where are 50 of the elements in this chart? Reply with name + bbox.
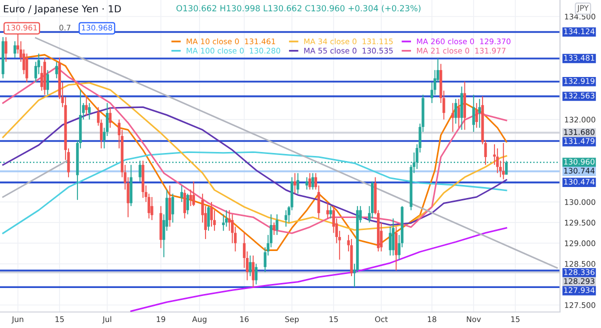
candlestick bbox=[294, 172, 296, 194]
candlestick bbox=[329, 206, 332, 219]
candlestick bbox=[210, 201, 213, 228]
candlestick bbox=[171, 193, 174, 224]
candlestick bbox=[475, 102, 478, 128]
candlestick bbox=[207, 206, 210, 232]
candlestick bbox=[272, 222, 276, 236]
candlestick bbox=[305, 176, 308, 190]
candlestick bbox=[308, 172, 312, 190]
candlestick bbox=[4, 36, 8, 62]
candlestick bbox=[502, 142, 505, 180]
candlestick bbox=[276, 214, 278, 236]
candlestick bbox=[46, 70, 49, 96]
candlestick bbox=[296, 172, 300, 194]
candlestick bbox=[192, 180, 195, 207]
candlestick bbox=[150, 196, 154, 221]
candlestick bbox=[108, 106, 112, 128]
candlestick bbox=[225, 210, 228, 228]
candlestick bbox=[248, 255, 252, 277]
candlestick bbox=[496, 148, 499, 174]
candlestick bbox=[478, 98, 481, 128]
candlestick bbox=[222, 214, 225, 232]
text: Euro / Japanese Yen · 1D bbox=[4, 5, 121, 14]
candlestick bbox=[326, 201, 329, 219]
candlestick bbox=[457, 98, 460, 128]
candlestick bbox=[454, 98, 458, 124]
candlestick bbox=[186, 193, 189, 215]
line-series bbox=[2, 151, 508, 234]
line-series bbox=[130, 227, 508, 312]
candlestick bbox=[40, 65, 44, 92]
candlestick bbox=[88, 102, 91, 120]
candlestick bbox=[25, 53, 28, 83]
candlestick bbox=[311, 172, 314, 190]
line-series bbox=[2, 106, 508, 226]
candlestick bbox=[180, 184, 184, 202]
candlestick bbox=[252, 255, 255, 288]
candlestick bbox=[388, 226, 392, 256]
candlestick bbox=[451, 102, 454, 132]
candlestick bbox=[392, 218, 395, 256]
candlestick bbox=[284, 210, 288, 228]
candlestick bbox=[189, 189, 192, 207]
candlestick bbox=[55, 61, 58, 79]
candlestick bbox=[254, 263, 258, 285]
candlestick bbox=[168, 184, 172, 228]
candlestick bbox=[472, 94, 475, 132]
candlestick bbox=[183, 189, 186, 219]
candlestick bbox=[85, 96, 88, 116]
candlestick bbox=[14, 40, 16, 58]
candlestick bbox=[394, 226, 398, 272]
text: O130.662 H130.998 L130.662 C130.960 +0.304 (+0.23%) bbox=[176, 4, 420, 12]
